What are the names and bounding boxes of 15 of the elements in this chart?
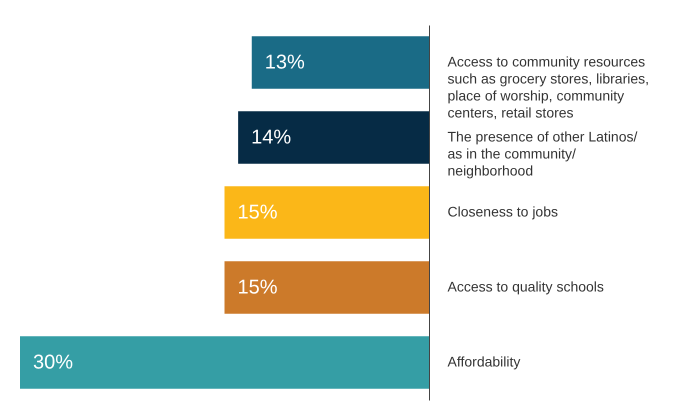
bar — [224, 186, 429, 239]
y-tick-label: Access to community resources such as grocery stores, libraries, place of worship, community centers, retail stores — [448, 54, 650, 120]
bar — [224, 261, 429, 314]
data-label: 15% — [238, 202, 278, 224]
data-label: 30% — [33, 352, 74, 374]
y-tick-label: The presence of other Latinos/ as in the community/ neighborhood — [448, 128, 638, 178]
bar — [238, 111, 429, 164]
y-tick-label: Closeness to jobs — [448, 204, 558, 220]
y-tick-label: Access to quality schools — [448, 278, 604, 294]
data-label: 15% — [238, 276, 278, 298]
data-label: 14% — [251, 126, 292, 148]
bar — [252, 36, 429, 89]
y-tick-label: Affordability — [448, 354, 520, 370]
bar — [20, 336, 429, 389]
data-label: 13% — [264, 52, 306, 74]
